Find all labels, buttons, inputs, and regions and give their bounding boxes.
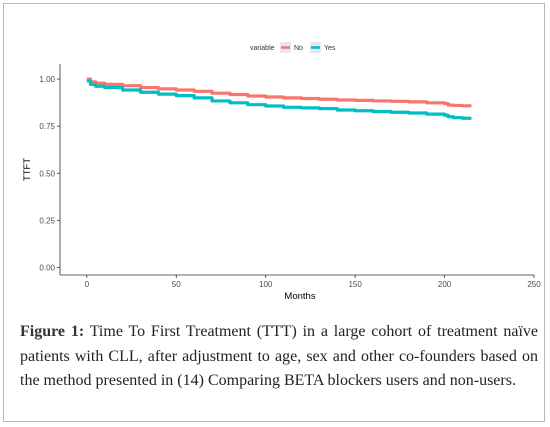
series-line-yes (86, 79, 472, 120)
y-tick-label: 0.50 (39, 169, 55, 178)
plot-axes (59, 64, 534, 276)
series-line-no (86, 77, 472, 108)
chart: 0.00 0.25 0.50 0.75 1.00 0 50 100 150 200 250 TTF… (22, 42, 541, 302)
figure-panel: 0.00 0.25 0.50 0.75 1.00 0 50 100 150 200 250 TTF… (3, 3, 545, 422)
x-tick-label: 250 (527, 280, 541, 289)
x-ticks: 0 50 100 150 200 250 (85, 275, 541, 289)
x-axis-title: Months (284, 291, 315, 302)
y-tick-label: 0.75 (39, 122, 55, 131)
x-tick-label: 100 (259, 280, 273, 289)
x-tick-label: 50 (172, 280, 181, 289)
y-tick-label: 0.00 (39, 263, 55, 272)
y-tick-label: 0.25 (39, 216, 55, 225)
legend-label-yes: Yes (324, 45, 336, 52)
y-axis-title: TTFT (22, 158, 33, 181)
figure-caption: Figure 1: Time To First Treatment (TTT) … (20, 320, 538, 394)
series-layer (86, 77, 472, 120)
y-ticks: 0.00 0.25 0.50 0.75 1.00 (39, 75, 60, 272)
legend: variable No Yes (250, 42, 336, 53)
y-tick-label: 1.00 (39, 75, 55, 84)
x-tick-label: 150 (348, 280, 362, 289)
x-tick-label: 200 (438, 280, 452, 289)
caption-label: Figure 1: (20, 323, 85, 340)
legend-title: variable (250, 45, 275, 52)
x-tick-label: 0 (85, 280, 90, 289)
legend-label-no: No (294, 45, 303, 52)
caption-text: Time To First Treatment (TTT) in a large… (20, 323, 539, 389)
